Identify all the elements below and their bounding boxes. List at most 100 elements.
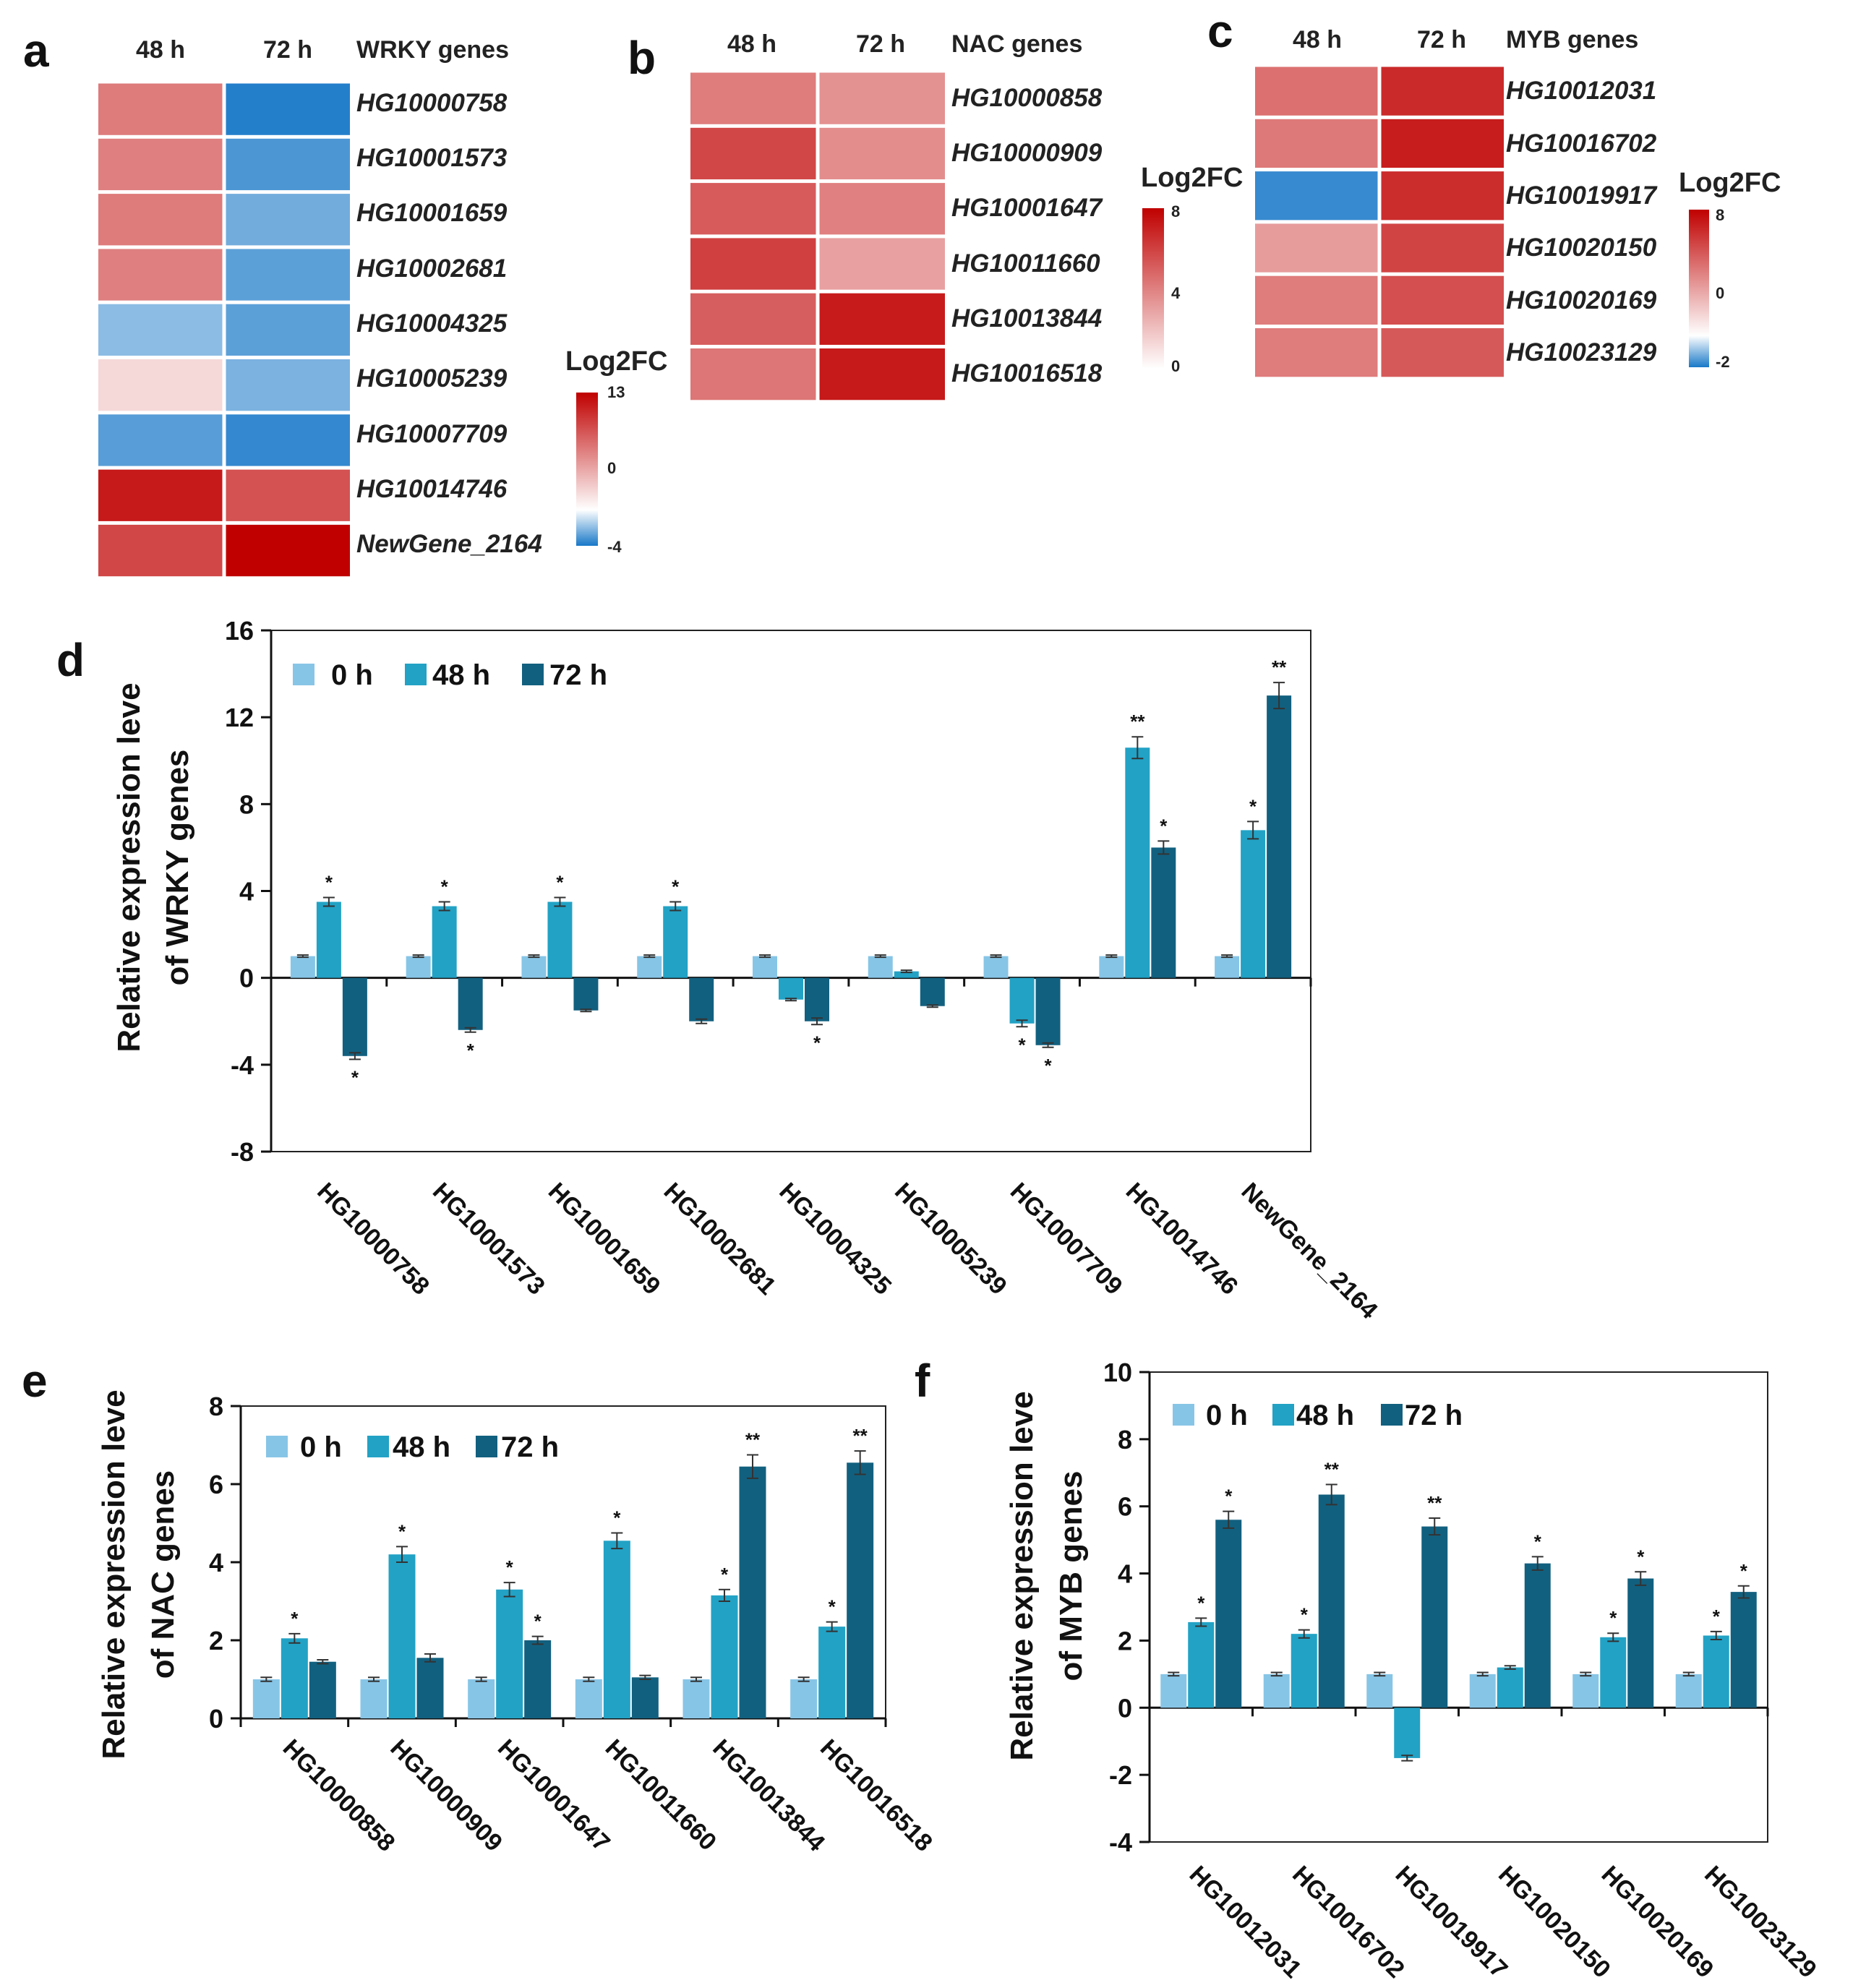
significance-marker: *	[1301, 1604, 1309, 1626]
significance-marker: **	[745, 1429, 761, 1451]
bar	[524, 1640, 552, 1718]
heatmap-cell	[819, 72, 945, 124]
heatmap-title: WRKY genes	[356, 36, 509, 64]
heatmap-cell	[1255, 119, 1378, 168]
bar	[1160, 1674, 1187, 1708]
heatmap-cell	[1381, 223, 1504, 273]
y-tick-label: 6	[209, 1470, 223, 1499]
bar	[663, 906, 688, 978]
heatmap-myb: 48 h 72 h MYB genes HG10012031 HG1001670…	[1255, 26, 1781, 377]
heatmap-cell	[1255, 275, 1378, 325]
significance-marker: **	[1324, 1459, 1340, 1481]
bar	[920, 977, 945, 1006]
significance-marker: **	[1272, 656, 1287, 678]
heatmap-cell	[819, 348, 945, 400]
heatmap-nac: 48 h 72 h NAC genes HG10000858 HG1000090…	[690, 30, 1243, 400]
heatmap-cell	[690, 72, 816, 124]
heatmap-cell	[226, 414, 350, 466]
heatmap-row-label: HG10014746	[356, 475, 508, 503]
heatmap-legend-tick: 13	[607, 383, 625, 401]
significance-marker: *	[721, 1564, 729, 1585]
significance-marker: **	[853, 1425, 868, 1447]
heatmap-cell	[98, 524, 223, 577]
bar	[779, 977, 803, 1000]
bar	[521, 956, 547, 978]
bar	[1627, 1578, 1654, 1708]
significance-marker: *	[1018, 1034, 1026, 1055]
heatmap-title: NAC genes	[951, 30, 1082, 58]
legend-label: 48 h	[1296, 1400, 1354, 1431]
legend-swatch-72h	[476, 1436, 497, 1457]
y-tick-label: -4	[231, 1050, 254, 1080]
heatmap-legend-tick: 4	[1171, 284, 1181, 302]
significance-marker: *	[813, 1032, 821, 1053]
bar	[1600, 1637, 1627, 1708]
legend-swatch-72h	[522, 664, 544, 685]
x-category-label: HG10005239	[889, 1178, 1012, 1301]
legend-swatch-0h	[1173, 1404, 1194, 1426]
bar	[342, 977, 367, 1056]
bar	[818, 1627, 846, 1718]
heatmap-row-label: HG10011660	[951, 249, 1100, 278]
bar	[868, 956, 893, 978]
y-tick-label: -2	[1109, 1760, 1132, 1790]
heatmap-column-label: 72 h	[263, 36, 312, 64]
heatmap-cell	[226, 138, 350, 191]
significance-marker: *	[613, 1507, 621, 1529]
heatmap-cell	[1381, 119, 1504, 168]
heatmap-cell	[1381, 171, 1504, 220]
bar-chart-myb: Relative expression leve of MYB genes -4…	[1004, 1358, 1822, 1984]
y-tick-label: 8	[1118, 1425, 1132, 1454]
bar	[790, 1679, 818, 1718]
bar	[1215, 1520, 1242, 1708]
bar	[388, 1554, 416, 1718]
significance-marker: **	[1130, 711, 1145, 732]
bar	[1009, 977, 1035, 1024]
x-category-label: HG10016518	[815, 1734, 938, 1857]
heatmap-row-label: HG10016518	[951, 359, 1103, 387]
significance-marker: *	[1534, 1530, 1542, 1552]
heatmap-cell	[226, 469, 350, 521]
heatmap-row-label: HG10001659	[356, 199, 508, 227]
x-category-label: HG10000758	[312, 1178, 435, 1301]
significance-marker: *	[506, 1556, 514, 1578]
heatmap-row-label: HG10000758	[356, 89, 508, 117]
heatmap-row-label: HG10001573	[356, 144, 508, 172]
legend: 0 h 48 h 72 h	[293, 659, 607, 691]
heatmap-cell	[1381, 67, 1504, 116]
x-category-label: HG10011660	[600, 1734, 722, 1856]
y-axis-label: of NAC genes	[145, 1470, 181, 1679]
y-tick-label: 4	[239, 877, 254, 907]
bar	[432, 906, 457, 978]
x-category-label: HG10001647	[492, 1734, 615, 1857]
legend-swatch-0h	[266, 1436, 288, 1457]
y-axis-label: Relative expression leve	[96, 1389, 132, 1759]
heatmap-cell	[98, 194, 223, 246]
bar	[1318, 1494, 1345, 1708]
bar	[406, 956, 431, 978]
heatmap-title: MYB genes	[1506, 26, 1638, 53]
bar	[711, 1595, 738, 1718]
heatmap-cell	[1255, 328, 1378, 377]
heatmap-row-label: HG10000858	[951, 84, 1103, 112]
legend-swatch-48h	[367, 1436, 389, 1457]
panel-letter-c: c	[1207, 5, 1233, 57]
y-tick-label: 4	[1118, 1559, 1132, 1589]
bar	[631, 1677, 659, 1718]
heatmap-column-label: 48 h	[136, 36, 185, 64]
legend-swatch-48h	[1272, 1404, 1294, 1426]
bar	[290, 956, 315, 978]
panel-letter-d: d	[56, 634, 85, 686]
heatmap-row-label: HG10007709	[356, 420, 508, 448]
heatmap-colorbar	[1142, 208, 1164, 369]
heatmap-cell	[819, 238, 945, 290]
heatmap-cell	[226, 304, 350, 356]
y-tick-label: 0	[1118, 1693, 1132, 1723]
heatmap-cell	[819, 183, 945, 235]
bar	[1730, 1592, 1757, 1708]
bar	[1497, 1667, 1523, 1708]
heatmap-cell	[98, 138, 223, 191]
bar	[458, 977, 483, 1030]
panel-letter-e: e	[22, 1355, 48, 1407]
